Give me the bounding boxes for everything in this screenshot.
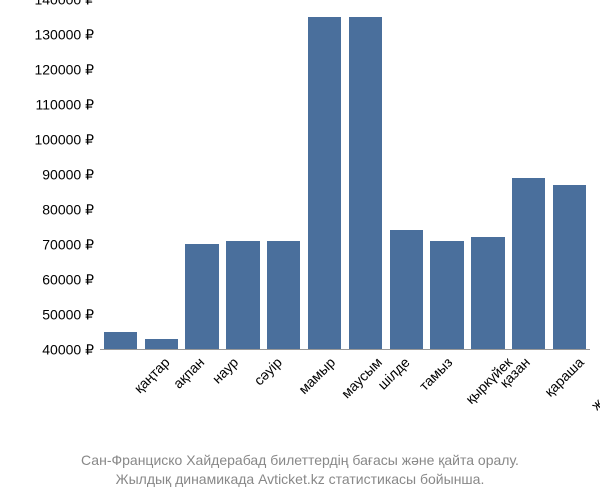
bar xyxy=(553,185,586,350)
x-tick-label: наур xyxy=(209,354,242,387)
bar xyxy=(430,241,463,350)
y-tick-label: 70000 ₽ xyxy=(0,237,100,254)
bar xyxy=(471,237,504,349)
y-tick-label: 100000 ₽ xyxy=(0,132,100,149)
caption-line-1: Сан-Франциско Хайдерабад билеттердің бағ… xyxy=(0,451,600,471)
bar xyxy=(267,241,300,350)
bar xyxy=(349,17,382,350)
x-tick-label: қаңтар xyxy=(131,354,173,396)
bar xyxy=(104,332,137,350)
x-tick-label: тамыз xyxy=(416,354,456,394)
x-tick-label: желтоқсан xyxy=(587,354,600,413)
y-tick-label: 140000 ₽ xyxy=(0,0,100,9)
chart-caption: Сан-Франциско Хайдерабад билеттердің бағ… xyxy=(0,451,600,490)
x-axis-labels: қаңтарақпаннаурсәуірмамырмаусымшілдетамы… xyxy=(100,352,590,442)
y-tick-label: 120000 ₽ xyxy=(0,62,100,79)
y-tick-label: 40000 ₽ xyxy=(0,342,100,359)
y-tick-label: 50000 ₽ xyxy=(0,307,100,324)
bar xyxy=(512,178,545,350)
x-tick-label: сәуір xyxy=(250,354,284,388)
y-tick-label: 80000 ₽ xyxy=(0,202,100,219)
bar xyxy=(226,241,259,350)
y-axis: 40000 ₽50000 ₽60000 ₽70000 ₽80000 ₽90000… xyxy=(0,0,100,350)
price-chart: 40000 ₽ 50000 ₽ 60000 ₽ 70000 ₽ 80000 ₽ 90000… xyxy=(0,0,600,440)
caption-line-2: Жылдық динамикада Avticket.kz статистика… xyxy=(0,470,600,490)
plot-area xyxy=(100,0,590,350)
bar xyxy=(145,339,178,350)
bar xyxy=(185,244,218,349)
y-tick-label: 90000 ₽ xyxy=(0,167,100,184)
y-tick-label: 110000 ₽ xyxy=(0,97,100,114)
y-tick-label: 60000 ₽ xyxy=(0,272,100,289)
x-tick-label: мамыр xyxy=(295,354,338,397)
bar xyxy=(308,17,341,350)
y-tick-label: 130000 ₽ xyxy=(0,27,100,44)
x-tick-label: ақпан xyxy=(170,354,207,391)
x-tick-label: қараша xyxy=(541,354,587,400)
bar xyxy=(390,230,423,349)
